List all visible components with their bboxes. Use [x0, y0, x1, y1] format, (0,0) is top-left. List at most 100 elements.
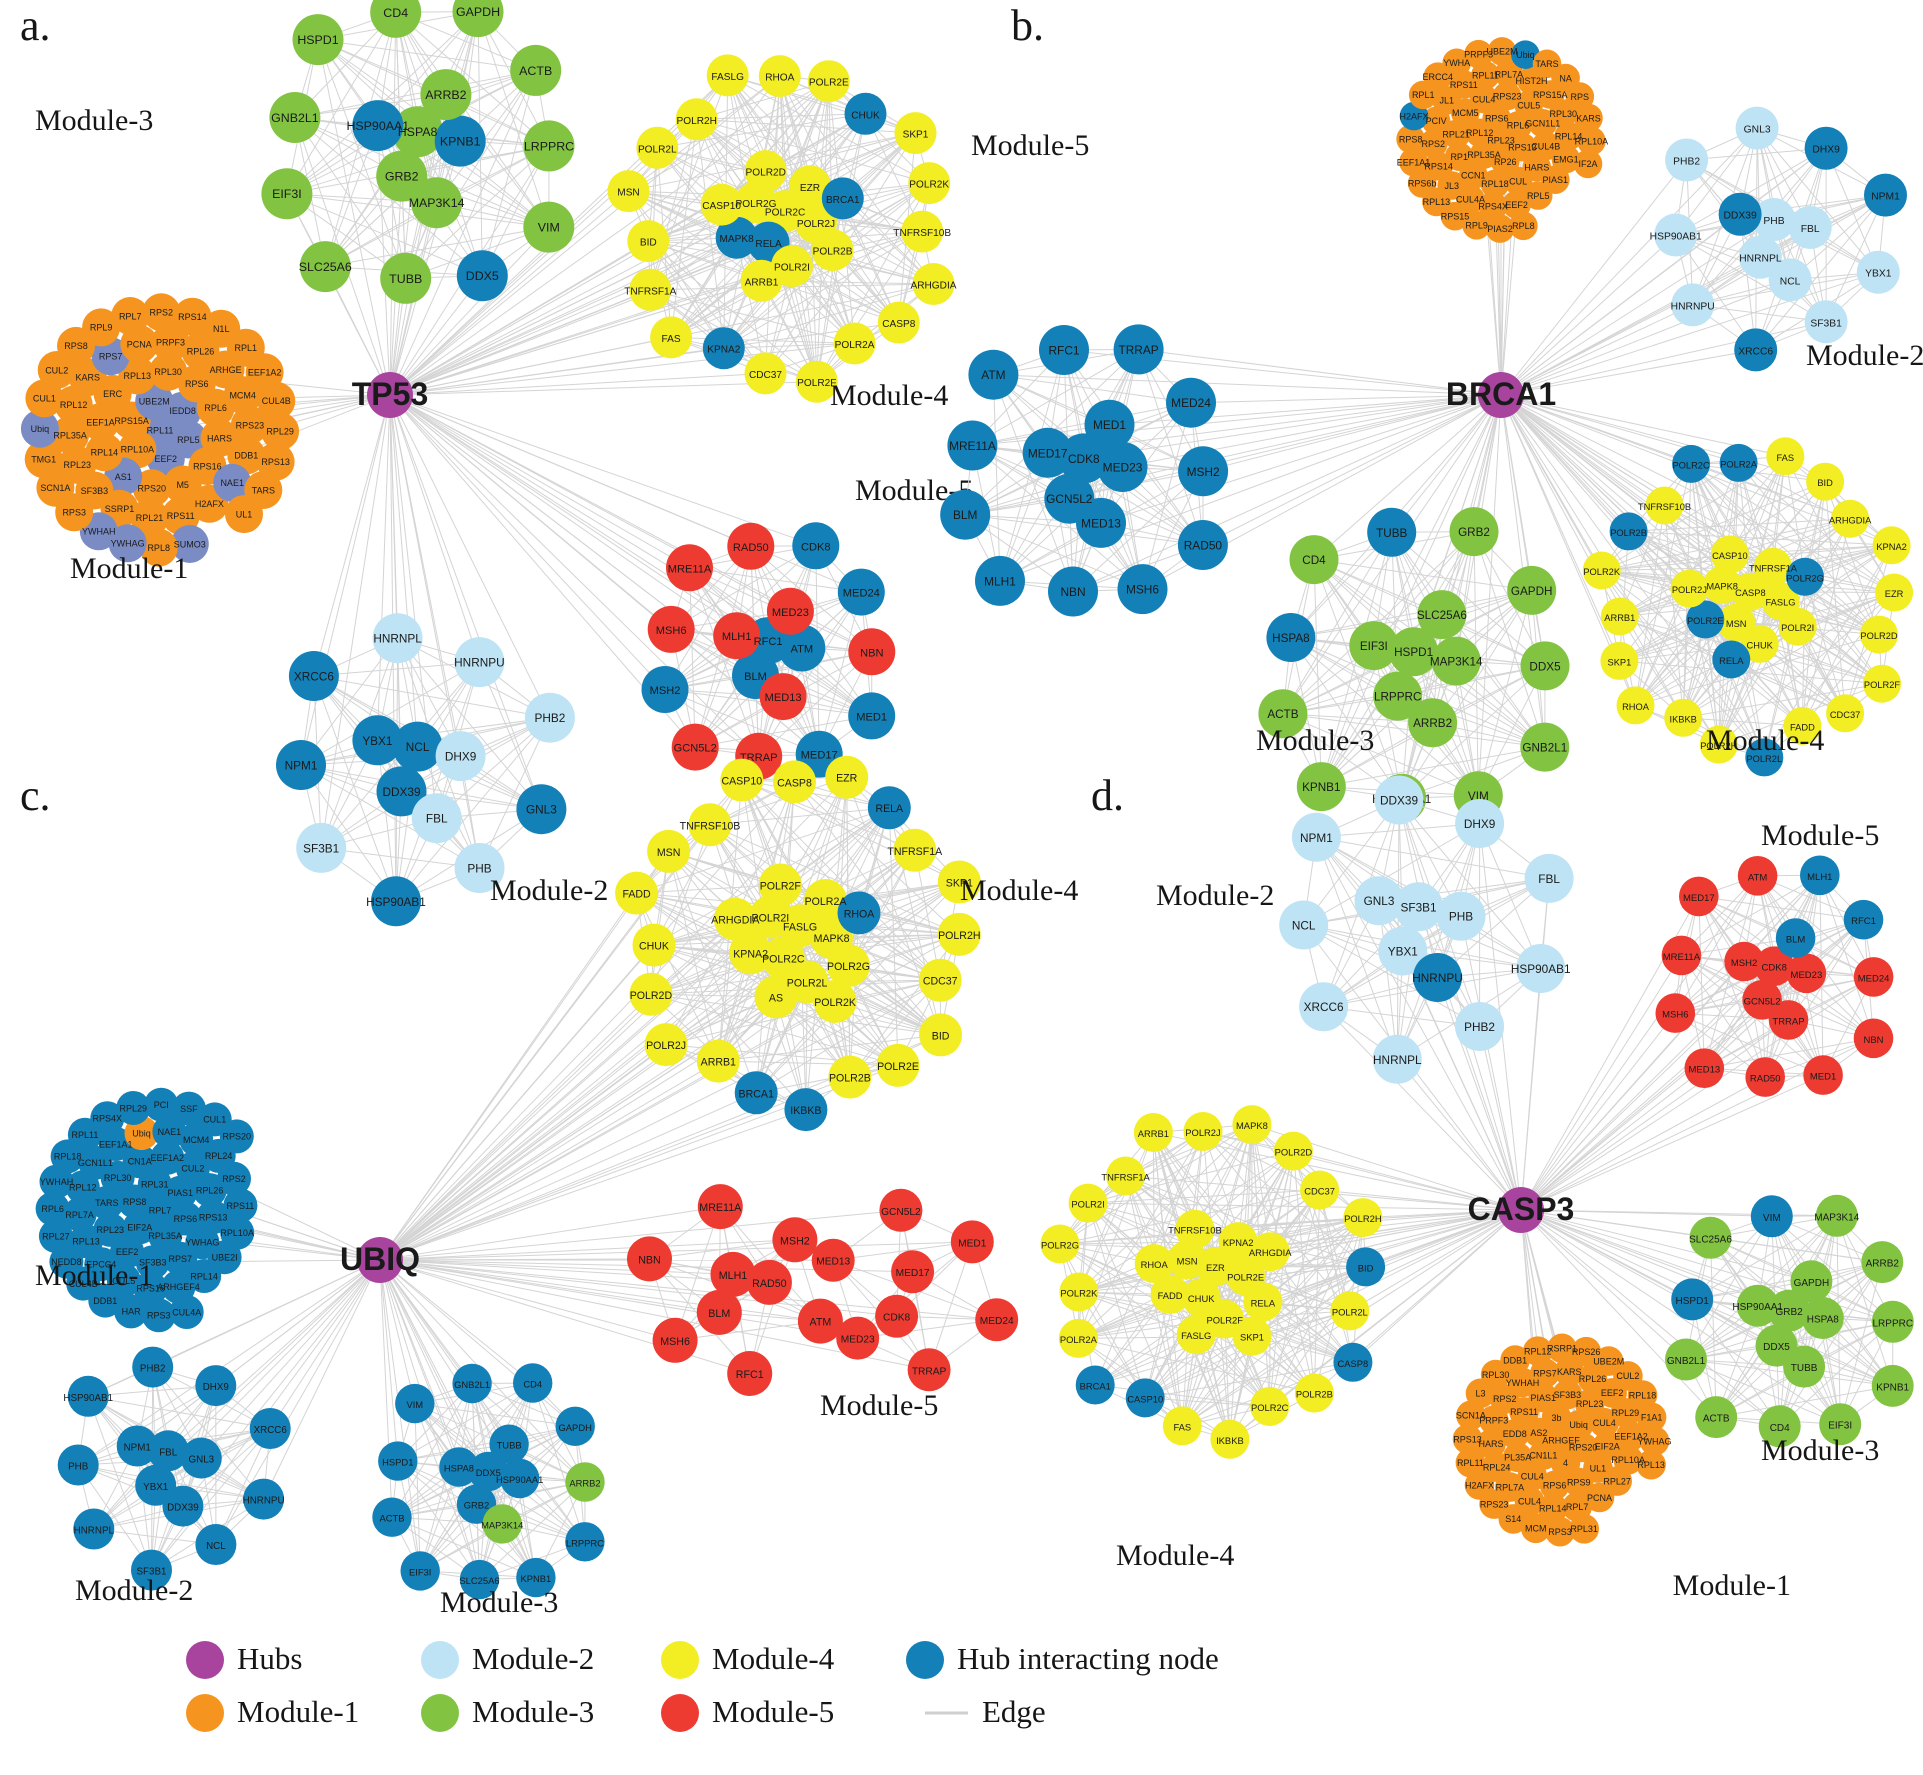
svg-text:PHB: PHB — [1763, 216, 1784, 227]
svg-text:RPL11: RPL11 — [1457, 1458, 1484, 1468]
svg-text:MSN: MSN — [1726, 619, 1747, 629]
svg-text:ARRB1: ARRB1 — [1138, 1128, 1169, 1139]
svg-text:ERCC4: ERCC4 — [1423, 72, 1454, 82]
svg-text:MED24: MED24 — [843, 588, 880, 600]
svg-text:RPS3: RPS3 — [1548, 1527, 1572, 1537]
svg-text:MAPK8: MAPK8 — [814, 933, 850, 945]
svg-text:CASP8: CASP8 — [777, 777, 812, 789]
svg-text:POLR2D: POLR2D — [1860, 631, 1897, 641]
svg-text:EZR: EZR — [836, 773, 858, 785]
svg-text:POLR2A: POLR2A — [1060, 1334, 1098, 1345]
svg-text:NPM1: NPM1 — [1300, 831, 1333, 845]
svg-text:KPNB1: KPNB1 — [1302, 781, 1340, 794]
svg-text:UL1: UL1 — [1590, 1463, 1607, 1473]
svg-text:Hub interacting node: Hub interacting node — [957, 1641, 1219, 1676]
svg-text:SLC25A6: SLC25A6 — [1417, 609, 1467, 622]
svg-text:DDB1: DDB1 — [93, 1296, 117, 1306]
svg-text:Module-5: Module-5 — [971, 129, 1089, 162]
svg-text:SLC25A6: SLC25A6 — [459, 1575, 499, 1586]
svg-text:DDB1: DDB1 — [234, 451, 258, 461]
svg-text:FASLG: FASLG — [1766, 598, 1796, 608]
svg-text:POLR2D: POLR2D — [630, 990, 673, 1002]
svg-text:CUL4A: CUL4A — [1456, 195, 1485, 205]
svg-text:POLR2B: POLR2B — [1610, 528, 1647, 538]
svg-text:RPL5: RPL5 — [1527, 191, 1550, 201]
svg-text:POLR2L: POLR2L — [1332, 1306, 1368, 1317]
svg-text:Module-3: Module-3 — [1761, 1434, 1879, 1467]
svg-text:RFC1: RFC1 — [754, 636, 783, 648]
svg-text:RPL14: RPL14 — [91, 448, 119, 458]
svg-text:RPS6: RPS6 — [1543, 1481, 1567, 1491]
svg-text:Module-2: Module-2 — [1806, 339, 1923, 372]
svg-text:RPS8: RPS8 — [1399, 134, 1423, 144]
svg-text:DDX5: DDX5 — [466, 269, 499, 283]
svg-text:F1A1: F1A1 — [1641, 1413, 1663, 1423]
svg-text:MED17: MED17 — [1028, 446, 1068, 460]
svg-text:YWHAG: YWHAG — [111, 539, 145, 549]
svg-text:CUL2: CUL2 — [45, 365, 68, 375]
svg-text:CUL4B: CUL4B — [262, 396, 291, 406]
svg-text:RPL21: RPL21 — [136, 513, 164, 523]
svg-text:TNFRSF10B: TNFRSF10B — [1168, 1225, 1222, 1236]
svg-text:NBN: NBN — [1863, 1035, 1883, 1046]
svg-text:HNRNPL: HNRNPL — [74, 1526, 115, 1537]
svg-text:MLH1: MLH1 — [719, 1270, 748, 1282]
svg-text:Module-1: Module-1 — [70, 552, 188, 585]
svg-text:HNRNPL: HNRNPL — [1373, 1053, 1422, 1067]
svg-text:RPS2: RPS2 — [1422, 139, 1446, 149]
svg-text:DHX9: DHX9 — [1464, 817, 1495, 831]
svg-text:SF3B3: SF3B3 — [81, 486, 109, 496]
svg-text:RPL31: RPL31 — [141, 1180, 169, 1190]
svg-text:GCN1L1: GCN1L1 — [78, 1158, 113, 1168]
svg-text:RPS6: RPS6 — [174, 1214, 198, 1224]
svg-text:FASLG: FASLG — [1181, 1330, 1211, 1341]
svg-text:TRRAP: TRRAP — [912, 1366, 947, 1377]
svg-text:d.: d. — [1091, 771, 1124, 820]
svg-text:YBX1: YBX1 — [1388, 945, 1418, 959]
svg-text:RFC1: RFC1 — [1851, 916, 1876, 927]
svg-text:Ubiq: Ubiq — [1569, 1420, 1588, 1430]
svg-text:TNFRSF10B: TNFRSF10B — [893, 228, 951, 239]
svg-text:RPL24: RPL24 — [205, 1151, 233, 1161]
svg-text:POLR2L: POLR2L — [787, 977, 828, 989]
svg-text:POLR2D: POLR2D — [746, 168, 786, 179]
svg-text:MED1: MED1 — [958, 1238, 987, 1249]
svg-text:POLR2C: POLR2C — [1672, 460, 1709, 470]
svg-text:EEF1A2: EEF1A2 — [151, 1153, 185, 1163]
svg-text:GNB2L1: GNB2L1 — [271, 111, 319, 125]
svg-text:GAPDH: GAPDH — [1511, 585, 1553, 598]
svg-text:MCM4: MCM4 — [183, 1135, 210, 1145]
svg-text:MSN: MSN — [1177, 1255, 1198, 1266]
svg-text:RPS2: RPS2 — [222, 1174, 246, 1184]
svg-text:Module-1: Module-1 — [1673, 1569, 1791, 1602]
svg-text:XRCC6: XRCC6 — [254, 1425, 288, 1436]
svg-text:IKBKB: IKBKB — [1216, 1435, 1244, 1446]
svg-text:RPS6: RPS6 — [185, 379, 209, 389]
svg-text:MED23: MED23 — [1103, 461, 1143, 475]
svg-text:RPS7: RPS7 — [1533, 1368, 1557, 1378]
svg-text:KPNB1: KPNB1 — [440, 135, 481, 149]
svg-text:MSH2: MSH2 — [650, 685, 681, 697]
svg-text:RPL9: RPL9 — [1465, 221, 1488, 231]
svg-text:SF3B1: SF3B1 — [1401, 900, 1437, 914]
svg-text:CDK8: CDK8 — [883, 1313, 911, 1324]
svg-text:CN1A: CN1A — [128, 1157, 152, 1167]
svg-text:POLR2G: POLR2G — [827, 961, 870, 973]
svg-text:CDC37: CDC37 — [1304, 1186, 1335, 1197]
svg-text:NPM1: NPM1 — [1871, 192, 1900, 203]
svg-text:RPS8: RPS8 — [64, 341, 88, 351]
svg-text:XRCC6: XRCC6 — [1304, 1000, 1344, 1014]
svg-text:YWHAG: YWHAG — [185, 1238, 219, 1248]
svg-text:RPS11: RPS11 — [1450, 80, 1478, 90]
svg-text:ATM: ATM — [1748, 872, 1767, 883]
svg-text:GCN1L1: GCN1L1 — [1525, 119, 1560, 129]
svg-text:YBX1: YBX1 — [143, 1482, 168, 1493]
svg-text:HSP90AA1: HSP90AA1 — [1732, 1302, 1783, 1313]
svg-text:CASP10: CASP10 — [1712, 551, 1748, 561]
svg-text:BRCA1: BRCA1 — [739, 1088, 774, 1100]
svg-text:MSH2: MSH2 — [1731, 958, 1757, 969]
svg-text:UBE2M: UBE2M — [1486, 47, 1517, 57]
svg-text:RPL13: RPL13 — [72, 1237, 100, 1247]
svg-text:RAD50: RAD50 — [1750, 1074, 1781, 1085]
svg-text:CDK8: CDK8 — [1762, 963, 1787, 974]
